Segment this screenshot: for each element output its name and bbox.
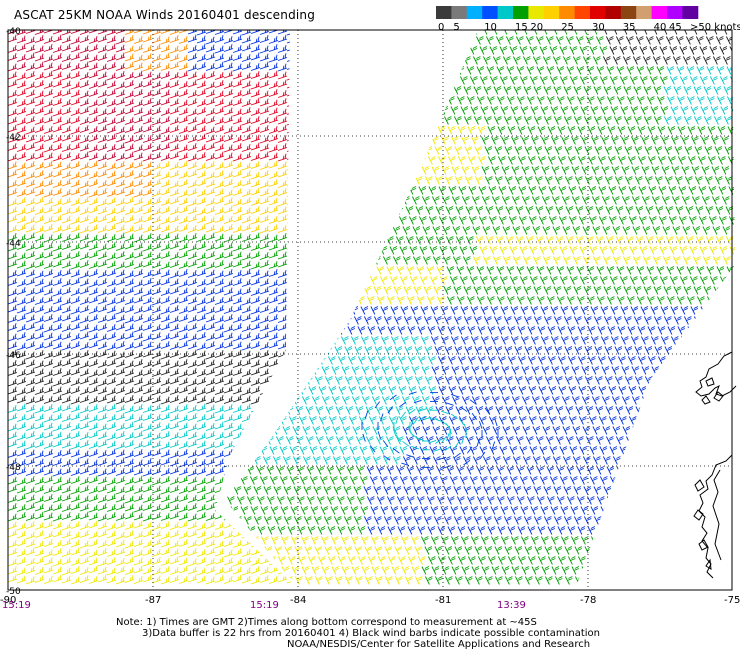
legend-tick-label: 5 <box>453 22 459 33</box>
legend-swatch <box>605 6 622 19</box>
note-line-3: NOAA/NESDIS/Center for Satellite Applica… <box>287 639 591 650</box>
lon-label: -78 <box>580 595 596 606</box>
lon-label: -84 <box>290 595 306 606</box>
legend-swatch <box>543 6 560 19</box>
lat-label-left: -40 <box>6 27 21 37</box>
legend-swatch <box>513 6 529 19</box>
lon-label: -81 <box>435 595 451 606</box>
coastline-segment <box>712 469 722 561</box>
legend-tick-label: 10 <box>484 22 497 33</box>
legend-swatch <box>620 6 637 19</box>
legend-tick-label: 35 <box>623 22 636 33</box>
legend-tick-label: 0 <box>438 22 444 33</box>
lon-label: -90 <box>0 595 16 606</box>
coastline-segment <box>701 377 724 405</box>
time-label: 15:19 <box>2 600 31 611</box>
legend-swatch <box>451 6 468 19</box>
legend-tick-label: 25 <box>561 22 574 33</box>
axis-labels: -40 -42 -44 -46 -48 -50-90 -87 -84 -81 -78 -75 15:1… <box>0 27 740 611</box>
legend-swatch <box>436 6 452 19</box>
legend-swatch <box>667 6 683 19</box>
legend-tick-label: 30 <box>592 22 605 33</box>
map-title: ASCAT 25KM NOAA Winds 20160401 descendin… <box>14 8 316 22</box>
legend-svg: 0 5 10 15 20 25 30 35 40 45 >50 knots <box>436 6 740 33</box>
legend-swatch <box>482 6 499 19</box>
coastline-segment <box>695 351 737 397</box>
legend-swatch <box>559 6 576 19</box>
speed-color-legend: 0 5 10 15 20 25 30 35 40 45 >50 knots <box>0 0 740 35</box>
lat-lon-grid <box>7 29 733 591</box>
legend-swatch <box>466 6 483 19</box>
lat-label-left: -42 <box>6 133 21 143</box>
note-line-2: 3)Data buffer is 22 hrs from 20160401 4)… <box>142 628 600 639</box>
legend-swatch <box>651 6 668 19</box>
legend-tick-label: 15 <box>515 22 528 33</box>
legend-tick-label: 40 <box>654 22 667 33</box>
legend-swatch <box>497 6 514 19</box>
legend-tick-label: 45 <box>669 22 682 33</box>
legend-swatch <box>528 6 545 19</box>
time-label: 13:39 <box>497 600 526 611</box>
lat-label-left: -46 <box>6 351 21 361</box>
legend-swatch <box>574 6 591 19</box>
time-label: 15:19 <box>250 600 279 611</box>
legend-swatch <box>682 6 699 19</box>
coastline-segment <box>698 454 733 579</box>
lon-label: -87 <box>145 595 161 606</box>
coastline-segment <box>693 479 712 570</box>
lat-label-left: -44 <box>6 239 21 249</box>
legend-tick-label: 20 <box>530 22 543 33</box>
lat-label-left: -50 <box>6 587 21 597</box>
lat-label-left: -48 <box>6 463 21 473</box>
lon-label: -75 <box>724 595 740 606</box>
legend-swatch <box>590 6 606 19</box>
note-line-1: Note: 1) Times are GMT 2)Times along bot… <box>116 617 537 628</box>
legend-swatch <box>636 6 653 19</box>
wind-swaths <box>8 30 735 585</box>
coastline <box>693 351 737 579</box>
legend-end-label: >50 knots <box>690 22 740 33</box>
